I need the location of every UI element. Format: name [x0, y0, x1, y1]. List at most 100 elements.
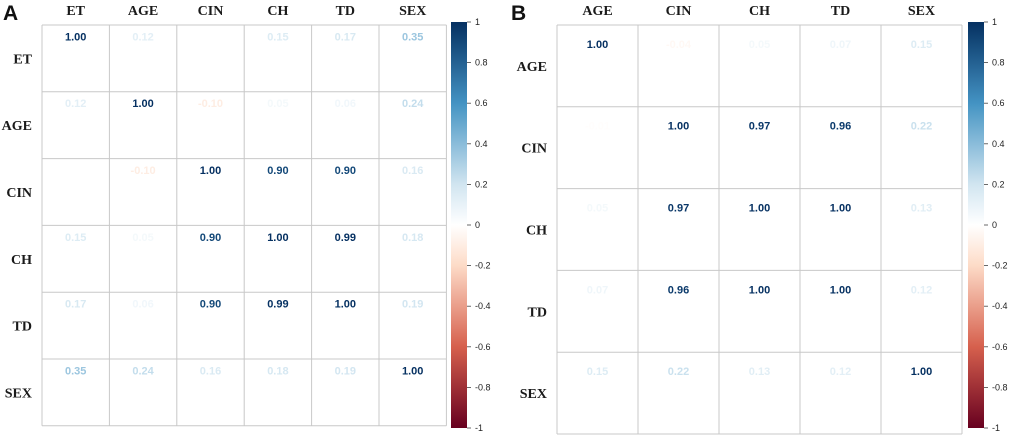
cell-value: 0.05 — [267, 98, 288, 110]
cell-value: 1.00 — [749, 203, 770, 215]
panel-a: A ET AGE CIN CH TD SEX ET AGE CIN CH TD SEX 1.00 0.12 0… — [2, 2, 491, 433]
cell-value: 1.00 — [200, 165, 221, 177]
panel-b: B AGE CIN CH TD SEX AGE CIN CH TD SEX 1.00 -0.04 0.05… — [511, 2, 1008, 435]
cell-value: 0.22 — [668, 366, 689, 378]
cell-value: 0.24 — [132, 365, 154, 377]
cell-value: -0.01 — [585, 121, 610, 133]
cell-value: 0.06 — [132, 299, 153, 311]
cell-value: 0.13 — [911, 203, 932, 215]
colorbar — [451, 22, 467, 428]
cell-value: 0.06 — [335, 98, 356, 110]
colorbar-tick-label: 0 — [475, 220, 480, 230]
row-label: CH — [11, 253, 32, 268]
colorbar-tick-label: 0.4 — [475, 139, 488, 149]
cell-value: 0.07 — [587, 284, 608, 296]
column-label: SEX — [908, 4, 935, 19]
colorbar-tick-label: -0.4 — [992, 301, 1008, 311]
cell-value: 1.00 — [402, 365, 423, 377]
cell-value: 0.12 — [132, 31, 153, 43]
cell-value: 0.97 — [749, 121, 770, 133]
cell-value: 1.00 — [830, 284, 851, 296]
cell-value: 1.00 — [749, 284, 770, 296]
cell-value: 0.15 — [65, 232, 86, 244]
colorbar-tick-label: 0.8 — [992, 58, 1005, 68]
column-label: TD — [831, 4, 850, 19]
colorbar-tick-label: -0.8 — [475, 382, 491, 392]
cell-value: -0.10 — [131, 165, 156, 177]
row-label: AGE — [517, 60, 547, 75]
cell-value: 0.05 — [587, 203, 608, 215]
cell-value: 0.18 — [402, 232, 423, 244]
colorbar-tick-label: 0.6 — [992, 98, 1005, 108]
cell-value: 0.96 — [668, 284, 689, 296]
colorbar-tick-label: 1 — [475, 17, 480, 27]
row-label: SEX — [520, 387, 547, 402]
cell-value: 0.16 — [200, 365, 221, 377]
colorbar-tick-label: -0.2 — [992, 261, 1008, 271]
cell-value: -0.10 — [198, 98, 223, 110]
colorbar-tick-label: -0.4 — [475, 301, 491, 311]
panel-letter: A — [3, 2, 18, 25]
cell-value: 0.24 — [402, 98, 424, 110]
colorbar-tick-label: -0.2 — [475, 261, 491, 271]
cell-value: 0.15 — [911, 39, 932, 51]
cell-value: 0.90 — [200, 299, 221, 311]
cell-value: 0.90 — [335, 165, 356, 177]
cell-value: 0.15 — [267, 31, 288, 43]
colorbar-tick-label: 0.2 — [992, 179, 1005, 189]
cell-value: 1.00 — [267, 232, 288, 244]
cell-value: 0.35 — [402, 31, 423, 43]
cell-value: 0.99 — [267, 299, 288, 311]
row-label: TD — [13, 320, 32, 335]
row-label: AGE — [2, 119, 32, 134]
cell-value: 0.22 — [911, 121, 932, 133]
cell-value: 0.05 — [749, 39, 770, 51]
cell-value: 0.90 — [267, 165, 288, 177]
colorbar-tick-label: -1 — [992, 423, 1000, 433]
colorbar-tick-label: -0.6 — [475, 342, 491, 352]
row-label: CIN — [6, 186, 32, 201]
cell-value: 1.00 — [587, 39, 608, 51]
column-label: SEX — [399, 4, 426, 19]
column-label: CIN — [198, 4, 224, 19]
cell-value: 0.15 — [587, 366, 608, 378]
column-label: AGE — [128, 4, 158, 19]
column-label: AGE — [582, 4, 612, 19]
cell-value: 0.18 — [267, 365, 288, 377]
row-label: ET — [13, 52, 32, 67]
cell-value: 0.12 — [65, 98, 86, 110]
cell-value: 0.19 — [402, 299, 423, 311]
cell-value: 1.00 — [830, 203, 851, 215]
row-label: SEX — [5, 386, 32, 401]
colorbar-tick-label: 0 — [992, 220, 997, 230]
column-label: CIN — [666, 4, 692, 19]
colorbar-tick-label: 0.2 — [475, 179, 488, 189]
colorbar-tick-label: 1 — [992, 17, 997, 27]
colorbar — [968, 22, 984, 428]
column-label: CH — [267, 4, 288, 19]
colorbar-tick-label: -0.6 — [992, 342, 1008, 352]
cell-value: 0.16 — [402, 165, 423, 177]
colorbar-tick-label: -1 — [475, 423, 483, 433]
cell-value: 0.97 — [668, 203, 689, 215]
cell-value: 0.90 — [200, 232, 221, 244]
cell-value: -0.04 — [666, 39, 692, 51]
cell-value: 0.99 — [335, 232, 356, 244]
colorbar-tick-label: -0.8 — [992, 382, 1008, 392]
cell-value: 0.96 — [830, 121, 851, 133]
cell-value: 1.00 — [911, 366, 932, 378]
colorbar-tick-label: 0.8 — [475, 58, 488, 68]
cell-value: 0.12 — [911, 284, 932, 296]
panel-letter: B — [511, 2, 526, 25]
cell-value: 1.00 — [132, 98, 153, 110]
column-label: ET — [66, 4, 85, 19]
cell-value: 0.17 — [65, 299, 86, 311]
colorbar-tick-label: 0.6 — [475, 98, 488, 108]
row-label: CH — [526, 224, 547, 239]
cell-value: 0.12 — [830, 366, 851, 378]
cell-value: 0.35 — [65, 365, 86, 377]
cell-value: 1.00 — [335, 299, 356, 311]
colorbar-tick-label: 0.4 — [992, 139, 1005, 149]
cell-value: 1.00 — [668, 121, 689, 133]
